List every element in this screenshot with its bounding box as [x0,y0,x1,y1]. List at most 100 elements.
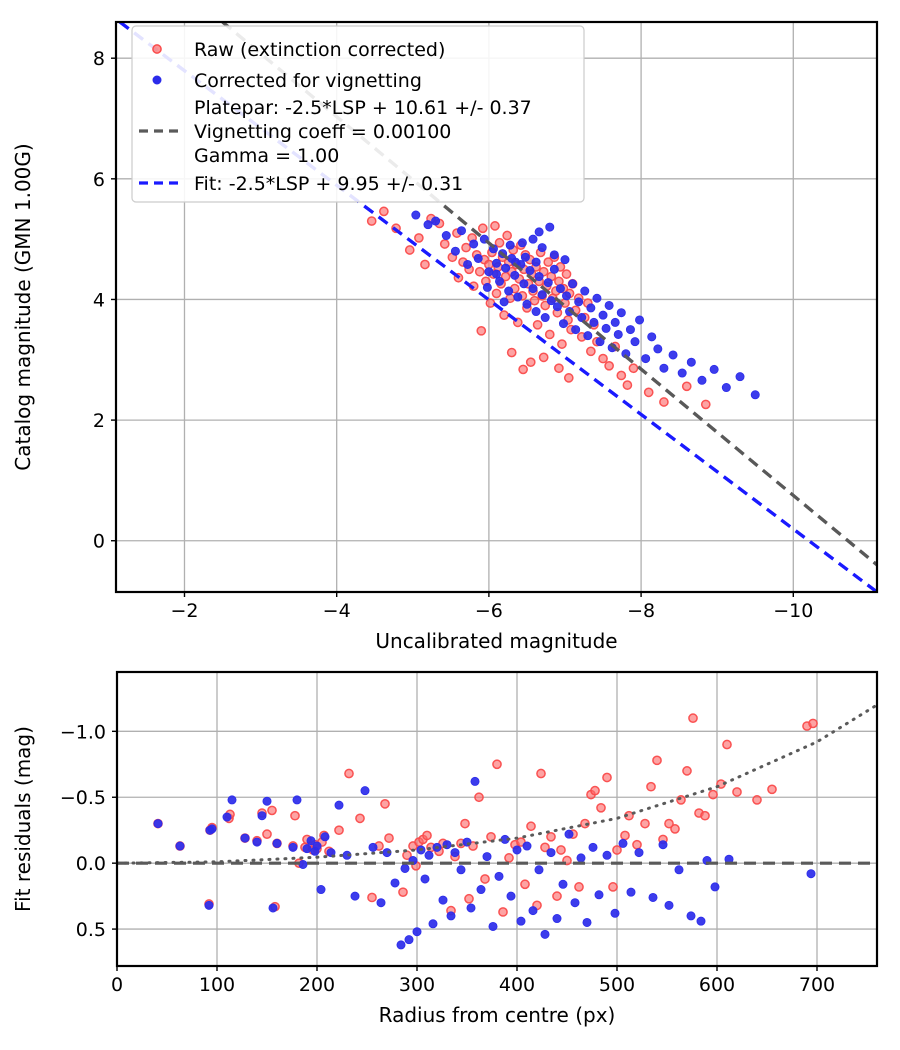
scatter-point-corrected [505,240,515,250]
tick-label-x: 700 [799,974,835,996]
legend-label-corrected: Corrected for vignetting [194,70,422,92]
tick-label-x: −4 [323,600,351,622]
scatter-point-raw [422,830,432,841]
scatter-point-corrected [400,863,410,873]
scatter-point-corrected [473,253,483,263]
scatter-point-raw [598,353,608,364]
scatter-point-corrected [546,296,556,306]
scatter-point-corrected [488,921,498,931]
scatter-point-corrected [423,220,433,230]
scatter-point-corrected [549,250,559,260]
scatter-point-corrected [598,310,608,320]
scatter-point-corrected [450,246,460,256]
scatter-point-corrected [616,308,626,318]
scatter-point-corrected [594,890,604,900]
scatter-point-corrected [592,293,602,303]
scatter-point-corrected [537,290,547,300]
scatter-point-corrected [588,842,598,852]
scatter-point-raw [628,363,639,374]
scatter-point-raw [646,781,656,792]
scatter-point-raw [526,821,536,832]
scatter-point-raw [379,206,389,217]
scatter-point-corrected [501,263,511,273]
scatter-point-corrected [626,887,636,897]
fit-line-overlay [118,22,877,592]
tick-label-y: 2 [93,410,105,432]
scatter-point-corrected [153,819,163,829]
scatter-point-corrected [571,325,581,335]
scatter-point-corrected [512,845,522,855]
scatter-point-corrected [558,319,568,329]
fit-residuals-plot-background [117,672,877,966]
scatter-point-corrected [350,891,360,901]
scatter-point-corrected [316,885,326,895]
scatter-point-raw [485,298,496,308]
tick-label-y: 0 [93,531,105,553]
scatter-point-corrected [630,337,640,347]
fit-residuals-plot-ylabel: Fit residuals (mag) [11,726,35,912]
scatter-point-raw [552,891,562,901]
scatter-point-corrected [240,833,250,843]
scatter-point-corrected [302,844,312,854]
scatter-point-corrected [320,832,330,842]
scatter-point-raw [498,907,508,917]
scatter-point-raw [404,245,415,255]
scatter-point-corrected [288,842,298,852]
scatter-point-raw [262,829,272,840]
scatter-point-corrected [648,892,658,902]
scatter-point-corrected [506,891,516,901]
scatter-point-raw [460,818,470,829]
scatter-point-corrected [552,302,562,312]
scatter-point-raw [561,269,572,279]
scatter-point-raw [556,845,566,855]
scatter-point-corrected [482,852,492,862]
scatter-point-raw [398,887,408,898]
magnitude-calibration-plot-xlabel: Uncalibrated magnitude [375,629,617,653]
scatter-point-corrected [595,337,605,347]
scatter-point-corrected [570,898,580,908]
scatter-point-raw [518,364,528,375]
scatter-point-corrected [517,238,527,248]
tick-label-x: −10 [773,600,813,622]
scatter-point-corrected [545,222,555,232]
tick-label-x: 200 [299,974,335,996]
scatter-point-corrected [697,375,707,385]
scatter-point-corrected [390,878,400,888]
magnitude-calibration-plot-ticks: −2 −4 −6 −8 −10 0 2 4 6 8 [93,48,813,622]
tick-label-x: 300 [399,974,435,996]
scatter-point-corrected [412,927,422,937]
legend-marker-corrected [152,75,162,85]
legend-label-platepar-equation: Platepar: -2.5*LSP + 10.61 +/- 0.37 [194,97,532,119]
legend-label-vignetting-coeff: Vignetting coeff = 0.00100 [194,121,451,143]
tick-label-y: 0.5 [76,919,106,941]
scatter-point-raw [670,824,680,834]
scatter-point-raw [659,397,669,407]
scatter-point-corrected [204,900,214,910]
scatter-point-corrected [540,313,550,323]
scatter-point-raw [490,221,500,231]
legend-marker-raw [152,44,162,54]
scatter-point-corrected [568,279,578,289]
scatter-point-corrected [537,243,547,253]
tick-label-y: 6 [93,169,105,191]
scatter-point-corrected [376,898,386,908]
scatter-point-corrected [574,297,584,307]
scatter-point-raw [608,882,618,892]
scatter-point-corrected [549,264,559,274]
scatter-point-corrected [582,917,592,927]
scatter-point-corrected [520,252,530,262]
scatter-point-raw [355,813,365,824]
scatter-point-raw [474,792,484,803]
scatter-point-corrected [334,800,344,810]
scatter-point-raw [491,288,502,299]
tick-label-x: −8 [627,600,655,622]
scatter-point-corrected [175,841,185,851]
scatter-point-raw [808,718,818,729]
scatter-point-raw [604,360,614,371]
scatter-point-corrected [634,848,644,858]
scatter-point-corrected [564,829,574,839]
scatter-point-corrected [522,299,532,309]
scatter-point-corrected [404,935,414,945]
scatter-point-raw [540,300,551,311]
